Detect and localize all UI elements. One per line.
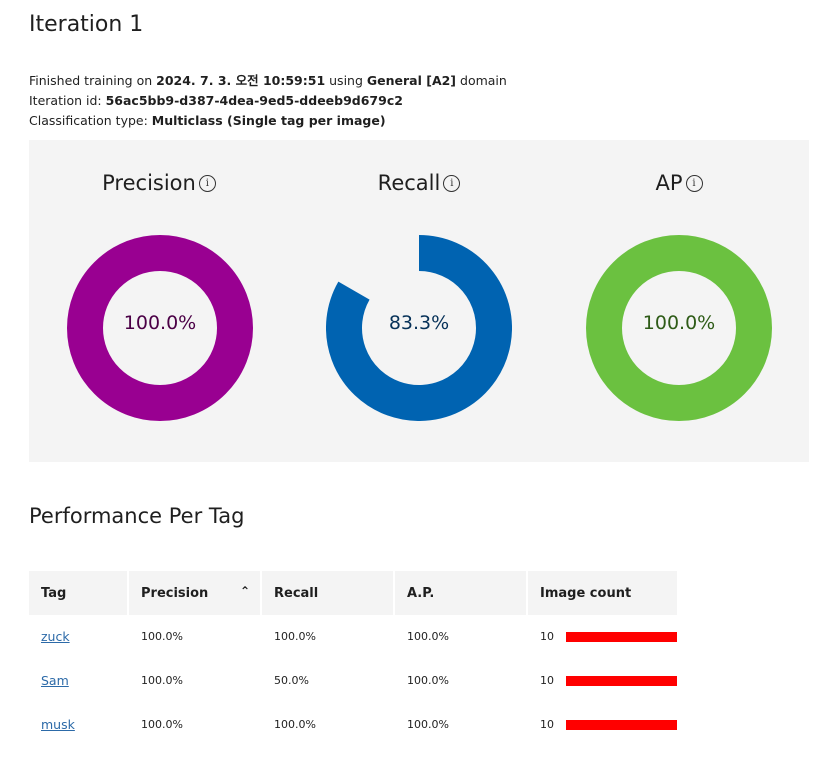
ap-cell: 100.0% xyxy=(407,718,449,731)
image-count-bar xyxy=(566,676,677,686)
image-count-value: 10 xyxy=(540,718,554,731)
tag-link-zuck[interactable]: zuck xyxy=(41,629,70,644)
donut-arc xyxy=(67,235,253,421)
recall-cell: 100.0% xyxy=(274,630,316,643)
tag-cell: zuck xyxy=(29,615,127,659)
recall-cell: 100.0% xyxy=(274,718,316,731)
column-header-ap[interactable]: A.P. xyxy=(395,571,526,615)
tag-cell: Sam xyxy=(29,659,127,703)
column-header-image-count[interactable]: Image count xyxy=(528,571,677,615)
sort-ascending-icon[interactable]: ⌃ xyxy=(239,584,250,598)
iteration-id-label: Iteration id: xyxy=(29,93,106,108)
ap-heading: AP i xyxy=(549,170,809,195)
info-icon[interactable]: i xyxy=(443,174,461,192)
precision-cell: 100.0% xyxy=(141,718,183,731)
precision-heading: Precision i xyxy=(29,170,289,195)
info-icon[interactable]: i xyxy=(198,174,216,192)
column-header-precision[interactable]: Precision ⌃ xyxy=(129,571,260,615)
precision-donut xyxy=(67,235,253,421)
domain-suffix: domain xyxy=(456,73,507,88)
ap-metric: AP i 100.0% xyxy=(549,140,809,462)
using-text: using xyxy=(325,73,367,88)
recall-cell: 50.0% xyxy=(274,674,309,687)
precision-metric: Precision i 100.0% xyxy=(29,140,289,462)
donut-arc xyxy=(586,235,772,421)
metrics-panel: Precision i 100.0% Recall i 83.3% AP i 100.… xyxy=(29,140,809,462)
column-header-precision-label: Precision xyxy=(141,586,209,601)
iteration-id-line: Iteration id: 56ac5bb9-d387-4dea-9ed5-dd… xyxy=(29,91,507,111)
iteration-details: Finished training on 2024. 7. 3. 오전 10:5… xyxy=(29,71,507,131)
image-count-value: 10 xyxy=(540,630,554,643)
recall-metric: Recall i 83.3% xyxy=(289,140,549,462)
ap-cell: 100.0% xyxy=(407,630,449,643)
ap-title: AP xyxy=(655,171,683,195)
tag-link-sam[interactable]: Sam xyxy=(41,673,69,688)
image-count-cell: 10 xyxy=(528,615,688,659)
column-header-tag[interactable]: Tag xyxy=(29,571,127,615)
recall-donut xyxy=(326,235,512,421)
image-count-value: 10 xyxy=(540,674,554,687)
trained-prefix: Finished training on xyxy=(29,73,157,88)
info-icon[interactable]: i xyxy=(685,174,703,192)
classification-label: Classification type: xyxy=(29,113,152,128)
ap-donut xyxy=(586,235,772,421)
recall-title: Recall xyxy=(377,171,441,195)
column-header-recall[interactable]: Recall xyxy=(262,571,393,615)
tag-cell: musk xyxy=(29,703,127,747)
ap-value: 100.0% xyxy=(642,312,716,334)
domain-name: General [A2] xyxy=(366,73,457,88)
donut-arc xyxy=(326,235,512,421)
precision-title: Precision xyxy=(102,171,196,195)
trained-date: 2024. 7. 3. 오전 10:59:51 xyxy=(156,73,326,88)
iteration-id: 56ac5bb9-d387-4dea-9ed5-ddeeb9d679c2 xyxy=(105,93,403,108)
tag-link-musk[interactable]: musk xyxy=(41,717,75,732)
precision-value: 100.0% xyxy=(123,312,197,334)
classification-type: Multiclass (Single tag per image) xyxy=(151,113,386,128)
precision-cell: 100.0% xyxy=(141,674,183,687)
training-info: Finished training on 2024. 7. 3. 오전 10:5… xyxy=(29,71,507,91)
image-count-bar xyxy=(566,720,677,730)
image-count-bar xyxy=(566,632,677,642)
recall-heading: Recall i xyxy=(289,170,549,195)
recall-value: 83.3% xyxy=(388,312,450,334)
precision-cell: 100.0% xyxy=(141,630,183,643)
page-title: Iteration 1 xyxy=(29,12,144,37)
classification-line: Classification type: Multiclass (Single … xyxy=(29,111,507,131)
image-count-cell: 10 xyxy=(528,703,688,747)
ap-cell: 100.0% xyxy=(407,674,449,687)
image-count-cell: 10 xyxy=(528,659,688,703)
performance-per-tag-title: Performance Per Tag xyxy=(29,504,245,528)
